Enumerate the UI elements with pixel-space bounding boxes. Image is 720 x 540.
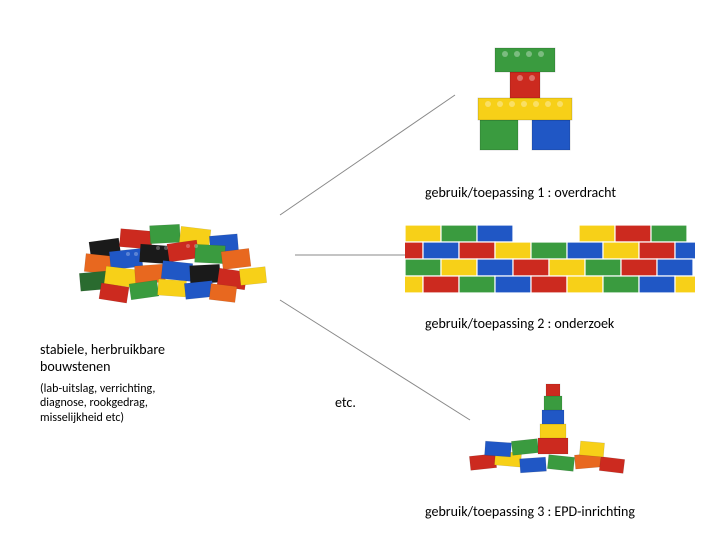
left-sub-line1: (lab-uitslag, verrichting, <box>40 382 155 396</box>
left-title: stabiele, herbruikbare bouwstenen <box>40 342 165 376</box>
blocks-wall <box>405 225 695 295</box>
blocks-figure <box>450 20 600 160</box>
left-title-line1: stabiele, herbruikbare <box>40 341 165 358</box>
label-usage-2: gebruik/toepassing 2 : onderzoek <box>425 316 614 333</box>
left-sub-line2: diagnose, rookgedrag, <box>40 396 148 410</box>
etc-label: etc. <box>335 395 356 412</box>
blocks-pile <box>50 180 300 330</box>
label-usage-1: gebruik/toepassing 1 : overdracht <box>425 185 616 202</box>
left-sub-line3: misselijkheid etc) <box>40 411 124 425</box>
left-subtitle: (lab-uitslag, verrichting, diagnose, roo… <box>40 382 155 425</box>
label-usage-3: gebruik/toepassing 3 : EPD-inrichting <box>425 504 635 521</box>
blocks-complex <box>460 370 640 480</box>
left-title-line2: bouwstenen <box>40 358 110 375</box>
